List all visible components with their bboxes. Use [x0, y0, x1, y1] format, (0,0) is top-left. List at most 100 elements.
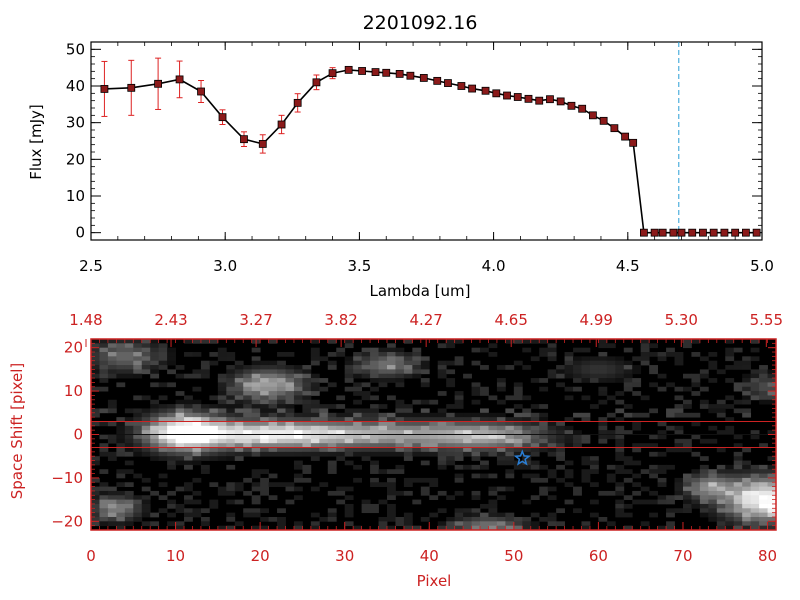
image-pixel — [277, 438, 286, 444]
image-pixel — [666, 521, 675, 527]
image-pixel — [750, 490, 760, 496]
image-pixel — [699, 369, 709, 375]
image-pixel — [742, 469, 752, 474]
image-pixel — [615, 356, 625, 362]
image-pixel — [285, 421, 295, 427]
image-pixel — [403, 512, 413, 518]
image-pixel — [217, 373, 227, 379]
image-pixel — [454, 399, 464, 405]
image-pixel — [505, 451, 515, 457]
image-pixel — [99, 347, 109, 353]
image-pixel — [158, 508, 168, 514]
image-pixel — [513, 451, 523, 457]
image-pixel — [522, 408, 532, 414]
x-tick-label: 20 — [251, 547, 270, 565]
data-point — [650, 228, 659, 237]
image-axes: 0 10 20 30 40 50 60 70 801.48 2.43 3.27 3.82 4.27 4.6… — [51, 311, 783, 565]
image-pixel — [488, 421, 498, 427]
image-pixel — [386, 378, 396, 383]
image-pixel — [158, 434, 168, 440]
image-pixel — [260, 365, 269, 370]
image-pixel — [277, 391, 286, 396]
image-pixel — [260, 399, 269, 405]
image-pixel — [547, 473, 557, 479]
image-pixel — [91, 486, 100, 492]
image-pixel — [649, 499, 659, 505]
image-pixel — [217, 430, 227, 435]
x-tick-label: 50 — [504, 547, 523, 565]
image-pixel — [759, 499, 768, 505]
image-pixel — [446, 456, 456, 461]
image-pixel — [336, 456, 346, 461]
image-pixel — [99, 508, 109, 514]
image-pixel — [107, 508, 117, 514]
image-pixel — [234, 412, 244, 418]
image-pixel — [192, 421, 202, 427]
image-pixel — [471, 495, 481, 501]
image-pixel — [107, 404, 117, 409]
image-pixel — [319, 447, 329, 453]
image-pixel — [395, 430, 405, 435]
image-pixel — [226, 456, 236, 461]
image-pixel — [91, 369, 100, 375]
image-pixel — [632, 412, 642, 418]
image-pixel — [539, 412, 549, 418]
image-pixel — [200, 369, 210, 375]
image-pixel — [378, 469, 388, 474]
image-pixel — [344, 438, 354, 444]
image-pixel — [564, 360, 574, 366]
image-pixel — [437, 391, 447, 396]
image-pixel — [386, 412, 396, 418]
image-pixel — [446, 360, 456, 366]
image-pixel — [598, 373, 608, 379]
image-pixel — [209, 421, 219, 427]
image-pixel — [395, 438, 405, 444]
image-pixel — [759, 516, 768, 522]
image-pixel — [285, 417, 295, 422]
image-pixel — [217, 486, 227, 492]
image-pixel — [708, 482, 718, 487]
image-pixel — [217, 352, 227, 357]
image-pixel — [725, 482, 735, 487]
image-pixel — [708, 486, 718, 492]
image-pixel — [141, 503, 151, 509]
image-pixel — [454, 451, 464, 457]
image-pixel — [547, 443, 557, 448]
image-pixel — [319, 438, 329, 444]
image-pixel — [623, 469, 633, 474]
image-pixel — [446, 425, 456, 431]
image-pixel — [277, 399, 286, 405]
image-pixel — [691, 382, 701, 388]
image-pixel — [353, 369, 363, 375]
image-pixel — [480, 417, 489, 422]
image-pixel — [141, 365, 151, 370]
image-pixel — [395, 352, 405, 357]
image-pixel — [150, 430, 160, 435]
image-pixel — [420, 425, 430, 431]
image-pixel — [530, 443, 540, 448]
image-pixel — [522, 417, 532, 422]
image-pixel — [606, 360, 616, 366]
image-pixel — [573, 412, 582, 418]
image-pixel — [158, 417, 168, 422]
image-pixel — [192, 369, 202, 375]
image-pixel — [682, 438, 692, 444]
image-pixel — [505, 473, 515, 479]
image-pixel — [589, 378, 599, 383]
image-pixel — [336, 451, 346, 457]
image-pixel — [141, 395, 151, 401]
image-pixel — [463, 438, 472, 444]
image-pixel — [615, 443, 625, 448]
image-pixel — [691, 490, 701, 496]
image-pixel — [454, 490, 464, 496]
image-pixel — [353, 412, 363, 418]
image-pixel — [192, 443, 202, 448]
image-pixel — [420, 477, 430, 483]
image-pixel — [573, 365, 582, 370]
image-pixel — [378, 356, 388, 362]
image-pixel — [640, 339, 650, 344]
image-pixel — [496, 365, 506, 370]
data-point — [709, 228, 718, 237]
image-pixel — [150, 447, 160, 453]
y-tick-label: 20 — [64, 339, 83, 357]
